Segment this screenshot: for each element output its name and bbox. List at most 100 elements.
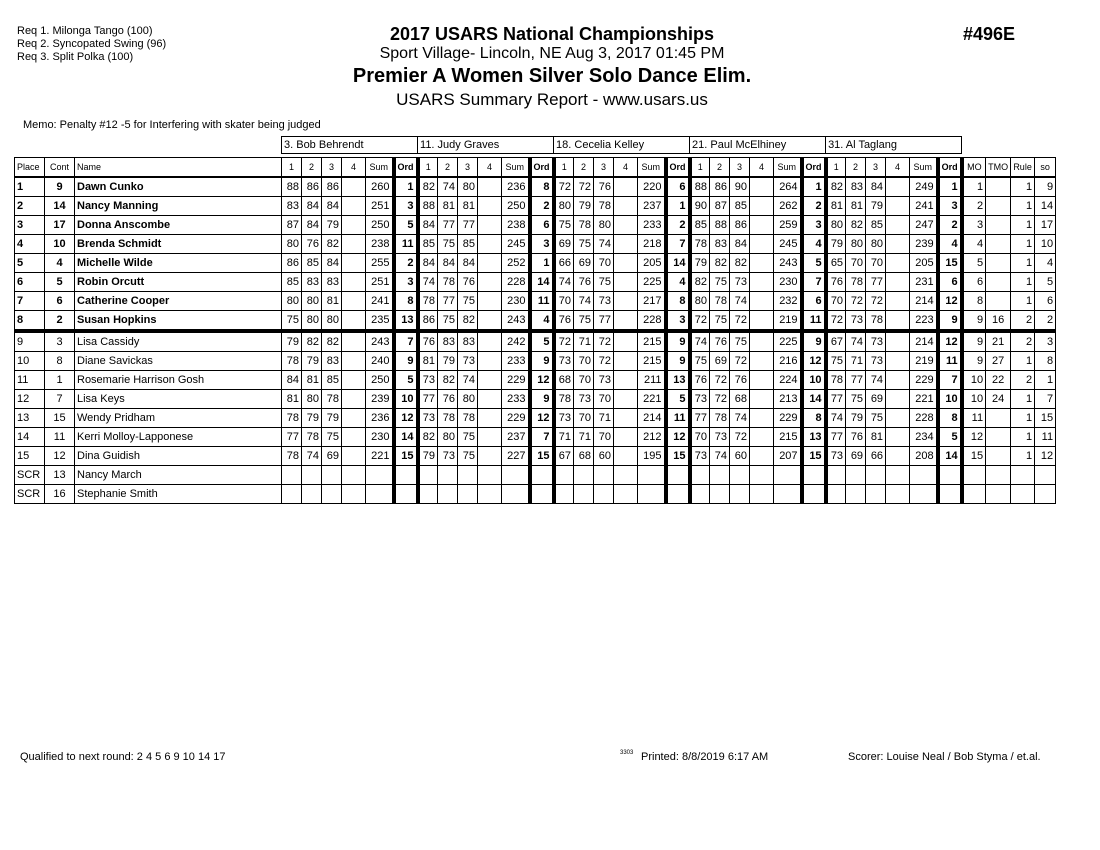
judge-ordinal: 5 (935, 427, 964, 447)
judge-score: 77 (825, 389, 847, 409)
contestant-number: 11 (44, 427, 75, 447)
judge-score: 65 (825, 253, 847, 273)
judge-ordinal: 12 (527, 408, 556, 428)
judge-ordinal: 12 (663, 427, 692, 447)
judge-score: 70 (825, 291, 847, 311)
skater-name: Wendy Pridham (74, 408, 282, 428)
judge-sum: 237 (637, 196, 667, 216)
judge-score (437, 465, 459, 485)
column-header-name: Name (74, 157, 282, 178)
judge-score: 72 (865, 291, 887, 311)
judge-score: 82 (321, 234, 342, 254)
judge-score: 76 (845, 427, 867, 447)
judge-score (885, 446, 911, 466)
judge-score: 75 (593, 272, 615, 292)
judge-score (341, 465, 366, 485)
table-row: 3 17 Donna Anscombe 87 84 79 250 5 84 77 77 238 6 75 7… (14, 215, 1057, 235)
judge-score (845, 484, 867, 504)
judge-ordinal: 15 (527, 446, 556, 466)
judge-score: 83 (457, 330, 479, 352)
judge-score: 79 (437, 351, 459, 371)
table-row: 1 9 Dawn Cunko 88 86 86 260 1 82 74 80 236 8 72 72 76 22… (14, 176, 1057, 197)
judge-score (417, 484, 439, 504)
memo: Memo: Penalty #12 -5 for Interfering wit… (23, 119, 321, 131)
judge-score: 79 (281, 330, 302, 352)
judge-score: 69 (709, 351, 731, 371)
table-row: 6 5 Robin Orcutt 85 83 83 251 3 74 78 76 228 14 74 76 7… (14, 272, 1057, 292)
judge-score: 80 (845, 234, 867, 254)
column-header-1: 1 (553, 157, 575, 178)
judge-score: 78 (321, 389, 342, 409)
judge-ordinal: 9 (935, 310, 964, 333)
skater-name: Donna Anscombe (74, 215, 282, 235)
contestant-number: 8 (44, 351, 75, 371)
column-header-1: 1 (689, 157, 711, 178)
column-header-4: 4 (749, 157, 775, 178)
judge-score: 83 (437, 330, 459, 352)
judge-score: 82 (457, 310, 479, 333)
judge-score: 86 (417, 310, 439, 333)
judge-ordinal (527, 465, 556, 485)
judge-ordinal: 9 (391, 351, 420, 371)
judge-sum: 213 (773, 389, 803, 409)
judge-sum: 232 (773, 291, 803, 311)
judge-sum: 223 (909, 310, 939, 333)
judge-score: 82 (437, 370, 459, 390)
rule: 1 (1010, 196, 1036, 216)
table-row: 11 1 Rosemarie Harrison Gosh 84 81 85 250 5 73 82… (14, 370, 1057, 390)
judge-score (613, 176, 639, 197)
judge-score: 76 (417, 330, 439, 352)
judge-sum: 219 (909, 351, 939, 371)
judge-score: 79 (845, 408, 867, 428)
judge-sum: 205 (909, 253, 939, 273)
place: 7 (14, 291, 45, 311)
place: SCR (14, 484, 45, 504)
column-header-1: 1 (825, 157, 847, 178)
judge-score: 79 (573, 196, 595, 216)
judge-score (613, 253, 639, 273)
judge-score: 78 (553, 389, 575, 409)
judge-header: 3. Bob Behrendt (280, 136, 419, 154)
judge-score (689, 484, 711, 504)
judge-score (553, 484, 575, 504)
judge-sum: 243 (501, 310, 531, 333)
spacer (962, 137, 1056, 154)
judge-score: 82 (845, 215, 867, 235)
judge-score: 85 (729, 196, 751, 216)
judge-score (301, 465, 322, 485)
judge-score: 74 (553, 272, 575, 292)
start-order: 4 (1034, 253, 1057, 273)
rule: 1 (1010, 253, 1036, 273)
judge-score (885, 389, 911, 409)
judge-sum: 239 (909, 234, 939, 254)
judge-score: 74 (573, 291, 595, 311)
judge-score (477, 446, 503, 466)
judge-ordinal (935, 465, 964, 485)
judge-sum: 215 (637, 351, 667, 371)
judge-score: 88 (709, 215, 731, 235)
judge-ordinal: 5 (391, 215, 420, 235)
judge-sum: 212 (637, 427, 667, 447)
judge-ordinal (391, 484, 420, 504)
judge-score: 73 (865, 351, 887, 371)
start-order (1034, 484, 1057, 504)
judge-sum: 221 (909, 389, 939, 409)
judge-score (341, 408, 366, 428)
judge-sum: 214 (637, 408, 667, 428)
judge-score: 70 (865, 253, 887, 273)
column-header-ord: Ord (663, 157, 692, 178)
judge-score: 73 (865, 330, 887, 352)
judge-score (553, 465, 575, 485)
majority-ordinal: 5 (961, 253, 987, 273)
requirement-3: Req 3. Split Polka (100) (17, 51, 134, 63)
majority-ordinal (961, 465, 987, 485)
judge-sum: 215 (773, 427, 803, 447)
judge-score: 84 (301, 196, 322, 216)
judge-score: 81 (321, 291, 342, 311)
judge-score (885, 408, 911, 428)
table-row: SCR 16 Stephanie Smith (14, 484, 1057, 504)
judge-score: 75 (689, 351, 711, 371)
rule (1010, 465, 1036, 485)
judge-ordinal: 7 (799, 272, 828, 292)
judge-score: 77 (281, 427, 302, 447)
